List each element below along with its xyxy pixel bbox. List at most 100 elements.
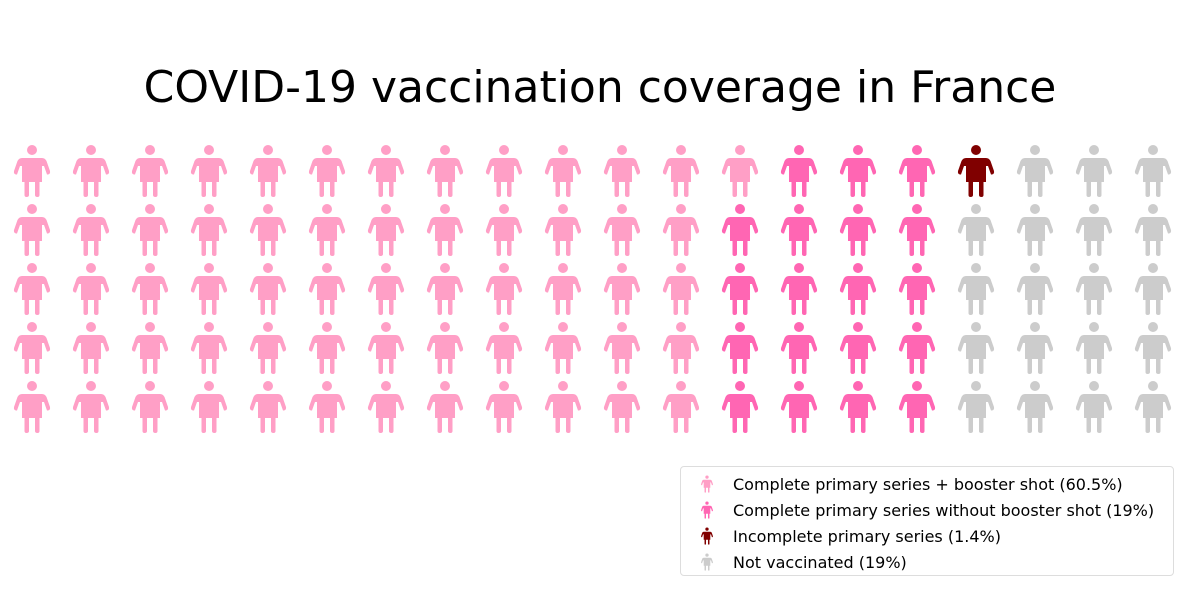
waffle-person-icon bbox=[72, 322, 110, 374]
waffle-person-icon bbox=[308, 322, 346, 374]
waffle-person-icon bbox=[898, 263, 936, 315]
waffle-person-icon bbox=[957, 145, 995, 197]
waffle-person-icon bbox=[721, 381, 759, 433]
waffle-person-icon bbox=[249, 145, 287, 197]
waffle-person-icon bbox=[1134, 381, 1172, 433]
waffle-person-icon bbox=[1134, 145, 1172, 197]
waffle-person-icon bbox=[780, 322, 818, 374]
waffle-person-icon bbox=[308, 263, 346, 315]
waffle-person-icon bbox=[839, 263, 877, 315]
waffle-person-icon bbox=[957, 381, 995, 433]
waffle-person-icon bbox=[72, 204, 110, 256]
legend-label: Complete primary series + booster shot (… bbox=[733, 474, 1123, 494]
waffle-person-icon bbox=[839, 322, 877, 374]
waffle-person-icon bbox=[721, 322, 759, 374]
waffle-person-icon bbox=[1134, 322, 1172, 374]
waffle-person-icon bbox=[249, 381, 287, 433]
waffle-person-icon bbox=[367, 381, 405, 433]
person-icon bbox=[681, 553, 733, 571]
legend-label: Not vaccinated (19%) bbox=[733, 552, 907, 572]
waffle-person-icon bbox=[426, 204, 464, 256]
waffle-person-icon bbox=[13, 204, 51, 256]
waffle-person-icon bbox=[1075, 204, 1113, 256]
waffle-person-icon bbox=[721, 145, 759, 197]
waffle-person-icon bbox=[1075, 381, 1113, 433]
waffle-person-icon bbox=[426, 263, 464, 315]
waffle-person-icon bbox=[426, 381, 464, 433]
waffle-person-icon bbox=[13, 263, 51, 315]
waffle-person-icon bbox=[485, 263, 523, 315]
waffle-person-icon bbox=[1075, 145, 1113, 197]
waffle-person-icon bbox=[308, 204, 346, 256]
waffle-person-icon bbox=[721, 204, 759, 256]
waffle-person-icon bbox=[898, 381, 936, 433]
waffle-person-icon bbox=[485, 204, 523, 256]
waffle-person-icon bbox=[603, 322, 641, 374]
waffle-person-icon bbox=[662, 322, 700, 374]
waffle-person-icon bbox=[1134, 263, 1172, 315]
person-icon bbox=[681, 475, 733, 493]
chart-title: COVID-19 vaccination coverage in France bbox=[143, 62, 1057, 113]
waffle-person-icon bbox=[603, 381, 641, 433]
waffle-person-icon bbox=[1016, 145, 1054, 197]
waffle-person-icon bbox=[898, 322, 936, 374]
waffle-person-icon bbox=[131, 322, 169, 374]
waffle-person-icon bbox=[544, 322, 582, 374]
waffle-person-icon bbox=[1016, 204, 1054, 256]
waffle-person-icon bbox=[190, 263, 228, 315]
legend-label: Complete primary series without booster … bbox=[733, 500, 1155, 520]
waffle-person-icon bbox=[249, 263, 287, 315]
waffle-person-icon bbox=[839, 204, 877, 256]
legend-item: Incomplete primary series (1.4%) bbox=[681, 523, 1173, 549]
waffle-person-icon bbox=[957, 322, 995, 374]
waffle-person-icon bbox=[780, 263, 818, 315]
waffle-person-icon bbox=[603, 204, 641, 256]
waffle-person-icon bbox=[603, 145, 641, 197]
waffle-person-icon bbox=[780, 381, 818, 433]
legend-item: Complete primary series + booster shot (… bbox=[681, 471, 1173, 497]
waffle-person-icon bbox=[780, 204, 818, 256]
waffle-person-icon bbox=[544, 381, 582, 433]
waffle-person-icon bbox=[131, 145, 169, 197]
waffle-person-icon bbox=[190, 145, 228, 197]
waffle-person-icon bbox=[544, 263, 582, 315]
waffle-person-icon bbox=[131, 381, 169, 433]
waffle-person-icon bbox=[1075, 322, 1113, 374]
waffle-person-icon bbox=[780, 145, 818, 197]
waffle-person-icon bbox=[485, 145, 523, 197]
waffle-person-icon bbox=[957, 263, 995, 315]
waffle-person-icon bbox=[1134, 204, 1172, 256]
waffle-person-icon bbox=[839, 145, 877, 197]
waffle-person-icon bbox=[72, 145, 110, 197]
person-icon bbox=[681, 501, 733, 519]
waffle-person-icon bbox=[898, 145, 936, 197]
waffle-person-icon bbox=[1075, 263, 1113, 315]
waffle-person-icon bbox=[190, 204, 228, 256]
waffle-person-icon bbox=[426, 145, 464, 197]
waffle-person-icon bbox=[367, 204, 405, 256]
waffle-person-icon bbox=[13, 145, 51, 197]
waffle-person-icon bbox=[190, 322, 228, 374]
waffle-person-icon bbox=[957, 204, 995, 256]
waffle-person-icon bbox=[426, 322, 464, 374]
waffle-person-icon bbox=[662, 204, 700, 256]
waffle-person-icon bbox=[13, 381, 51, 433]
waffle-person-icon bbox=[190, 381, 228, 433]
waffle-person-icon bbox=[839, 381, 877, 433]
waffle-person-icon bbox=[721, 263, 759, 315]
waffle-person-icon bbox=[603, 263, 641, 315]
waffle-person-icon bbox=[1016, 322, 1054, 374]
waffle-person-icon bbox=[1016, 381, 1054, 433]
legend-item: Complete primary series without booster … bbox=[681, 497, 1173, 523]
waffle-person-icon bbox=[662, 145, 700, 197]
waffle-person-icon bbox=[249, 322, 287, 374]
waffle-person-icon bbox=[367, 145, 405, 197]
waffle-person-icon bbox=[662, 381, 700, 433]
waffle-person-icon bbox=[72, 381, 110, 433]
waffle-person-icon bbox=[1016, 263, 1054, 315]
waffle-person-icon bbox=[131, 204, 169, 256]
waffle-person-icon bbox=[544, 145, 582, 197]
legend-label: Incomplete primary series (1.4%) bbox=[733, 526, 1001, 546]
waffle-person-icon bbox=[662, 263, 700, 315]
waffle-person-icon bbox=[485, 322, 523, 374]
